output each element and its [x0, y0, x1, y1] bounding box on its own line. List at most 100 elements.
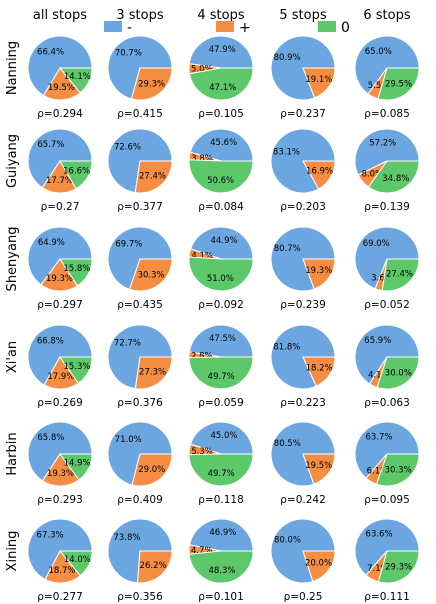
slice-label: 63.6%	[366, 530, 393, 540]
rho-label: ρ=0.118	[198, 494, 244, 506]
slice-label: 50.6%	[207, 176, 234, 186]
slice-label: 65.7%	[37, 140, 64, 150]
pie-slice	[27, 324, 93, 386]
rho-label: ρ=0.435	[117, 299, 163, 311]
slice-label: 7.1%	[367, 564, 389, 574]
row-label: Nanning	[5, 41, 20, 95]
pie-slice	[131, 453, 173, 487]
rho-label: ρ=0.111	[364, 591, 410, 603]
pie-chart: 64.9% 19.3%15.8%	[27, 226, 93, 292]
slice-label: 71.0%	[115, 435, 142, 445]
pie-slice	[27, 421, 93, 482]
row-label: Harbin	[5, 432, 20, 475]
rho-label: ρ=0.269	[37, 397, 83, 409]
slice-label: 5.0%	[191, 64, 213, 74]
pie-chart: 46.9% 4.7% 48.3%	[188, 518, 254, 584]
slice-label: 29.3%	[385, 562, 412, 572]
pie-slice	[59, 160, 93, 190]
pie-chart: 69.0% 3.6%27.4%	[354, 226, 420, 292]
pie-slice	[302, 453, 336, 485]
slice-label: 3.8%	[191, 154, 213, 164]
pie-chart: 45.6% 3.8% 50.6%	[188, 128, 254, 194]
pie-slice	[376, 356, 420, 390]
pie-slice	[302, 258, 336, 290]
pie-slice	[377, 550, 420, 584]
slice-label: 80.7%	[274, 244, 301, 254]
slice-label: 80.9%	[274, 53, 301, 63]
legend-label: -	[127, 20, 132, 36]
pie-slice	[354, 518, 420, 576]
pie-slice	[27, 226, 93, 286]
slice-label: 4.1%	[368, 370, 390, 380]
slice-label: 5.5%	[368, 81, 390, 91]
rho-label: ρ=0.242	[280, 494, 326, 506]
row-label: Xi'an	[5, 341, 20, 373]
slice-label: 14.0%	[64, 555, 91, 565]
pie-chart: 65.7% 17.7%16.6%	[27, 128, 93, 194]
slice-label: 29.0%	[138, 465, 165, 475]
pie-slice	[354, 421, 420, 479]
slice-label: 6.1%	[367, 467, 389, 477]
pie-chart: 80.7% 19.3%	[270, 226, 336, 292]
pie-chart: 47.9% 5.0% 47.1%	[188, 35, 254, 101]
slice-label: 73.8%	[113, 533, 140, 543]
pie-slice	[107, 226, 173, 290]
pie-slice	[354, 35, 420, 95]
slice-label: 57.2%	[369, 138, 396, 148]
slice-label: 19.3%	[305, 266, 332, 276]
pie-slice	[189, 128, 254, 162]
rho-label: ρ=0.25	[284, 591, 323, 603]
slice-label: 65.9%	[364, 336, 391, 346]
slice-label: 8.0%	[362, 169, 384, 179]
rho-label: ρ=0.063	[364, 397, 410, 409]
rho-label: ρ=0.059	[198, 397, 244, 409]
slice-label: 64.9%	[38, 238, 65, 248]
rho-label: ρ=0.084	[198, 201, 244, 213]
slice-label: 16.6%	[63, 167, 90, 177]
rho-label: ρ=0.415	[117, 108, 163, 120]
slice-label: 4.1%	[191, 251, 213, 261]
slice-label: 63.7%	[366, 433, 393, 443]
rho-label: ρ=0.237	[280, 108, 326, 120]
slice-label: 19.5%	[48, 83, 75, 93]
slice-label: 5.3%	[191, 447, 213, 457]
slice-label: 65.8%	[37, 433, 64, 443]
slice-label: 30.3%	[138, 271, 165, 281]
slice-label: 66.4%	[37, 47, 64, 57]
pie-chart: 65.9% 4.1%30.0%	[354, 324, 420, 390]
pie-slice	[59, 356, 93, 384]
slice-label: 18.7%	[48, 566, 75, 576]
pie-chart: 65.8% 19.3%14.9%	[27, 421, 93, 487]
column-header: 4 stops	[197, 8, 244, 23]
slice-label: 47.5%	[209, 334, 236, 344]
pie-slice	[302, 160, 336, 190]
rho-label: ρ=0.376	[117, 397, 163, 409]
pie-chart: 44.9% 4.1% 51.0%	[188, 226, 254, 292]
pie-slice	[302, 550, 336, 583]
legend-swatch	[216, 21, 234, 32]
pie-chart: 70.7% 29.3%	[107, 35, 173, 101]
slice-label: 19.3%	[46, 274, 73, 284]
rho-label: ρ=0.239	[280, 299, 326, 311]
slice-label: 14.1%	[64, 72, 91, 82]
pie-slice	[128, 258, 173, 292]
row-label: Xining	[5, 531, 20, 572]
slice-label: 45.6%	[210, 138, 237, 148]
rho-label: ρ=0.092	[198, 299, 244, 311]
rho-label: ρ=0.297	[37, 299, 83, 311]
pie-slice	[375, 453, 420, 487]
pie-slice	[188, 453, 254, 487]
pie-chart: 80.0% 20.0%	[270, 518, 336, 584]
slice-label: 72.7%	[114, 338, 141, 348]
rho-label: ρ=0.293	[37, 494, 83, 506]
pie-chart: 45.0% 5.3% 49.7%	[188, 421, 254, 487]
pie-chart: 72.6% 27.4%	[107, 128, 173, 194]
slice-label: 47.1%	[209, 83, 236, 93]
pie-chart: 80.9% 19.1%	[270, 35, 336, 101]
slice-label: 65.0%	[365, 47, 392, 57]
slice-label: 69.7%	[115, 239, 142, 249]
legend-label: 0	[341, 20, 350, 36]
pie-slice	[188, 550, 254, 584]
slice-label: 19.1%	[305, 75, 332, 85]
rho-label: ρ=0.223	[280, 397, 326, 409]
